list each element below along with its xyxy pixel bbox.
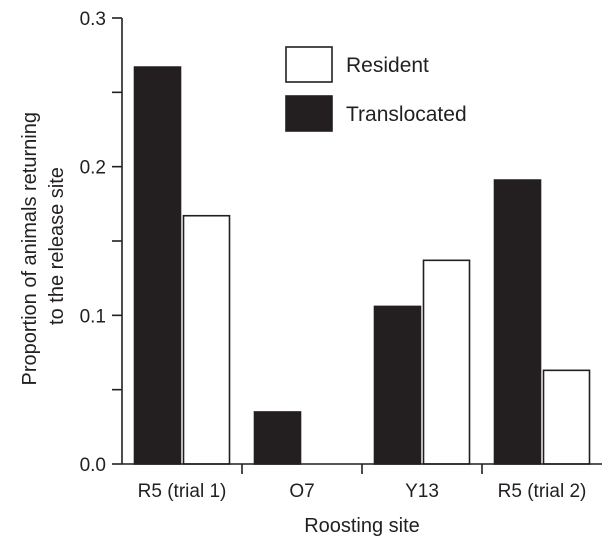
x-ticks-group: R5 (trial 1) O7 Y13 R5 (trial 2) [138, 464, 587, 502]
bars-group [133, 66, 591, 465]
y-axis-title-line-2: to the release site [46, 167, 68, 325]
y-tick-label-0: 0.0 [80, 455, 106, 476]
y-tick-label-1: 0.1 [80, 306, 106, 327]
y-tick-label-3: 0.3 [80, 9, 106, 30]
y-axis-title: Proportion of animals returning to the r… [19, 106, 68, 385]
y-ticks-group: 0.0 0.1 0.2 0.3 [80, 9, 122, 476]
x-tick-label-0: R5 (trial 1) [138, 481, 227, 502]
bar-translocated-3 [493, 179, 542, 465]
bar-translocated-2 [373, 305, 422, 465]
y-tick-label-2: 0.2 [80, 158, 106, 179]
bar-resident-0 [182, 214, 231, 465]
bar-resident-3 [542, 369, 591, 465]
y-axis-title-line-1: Proportion of animals returning [19, 112, 41, 385]
legend: Resident Translocated [285, 46, 467, 132]
legend-label-resident: Resident [346, 54, 429, 77]
bar-translocated-1 [253, 411, 302, 465]
bar-translocated-0 [133, 66, 182, 465]
x-tick-label-1: O7 [289, 481, 314, 502]
legend-swatch-resident [285, 46, 333, 83]
x-tick-label-3: R5 (trial 2) [498, 481, 587, 502]
legend-label-translocated: Translocated [346, 103, 467, 126]
bar-resident-2 [422, 259, 471, 465]
x-tick-label-2: Y13 [405, 481, 439, 502]
x-axis-title: Roosting site [304, 515, 420, 537]
legend-swatch-translocated [285, 95, 333, 132]
